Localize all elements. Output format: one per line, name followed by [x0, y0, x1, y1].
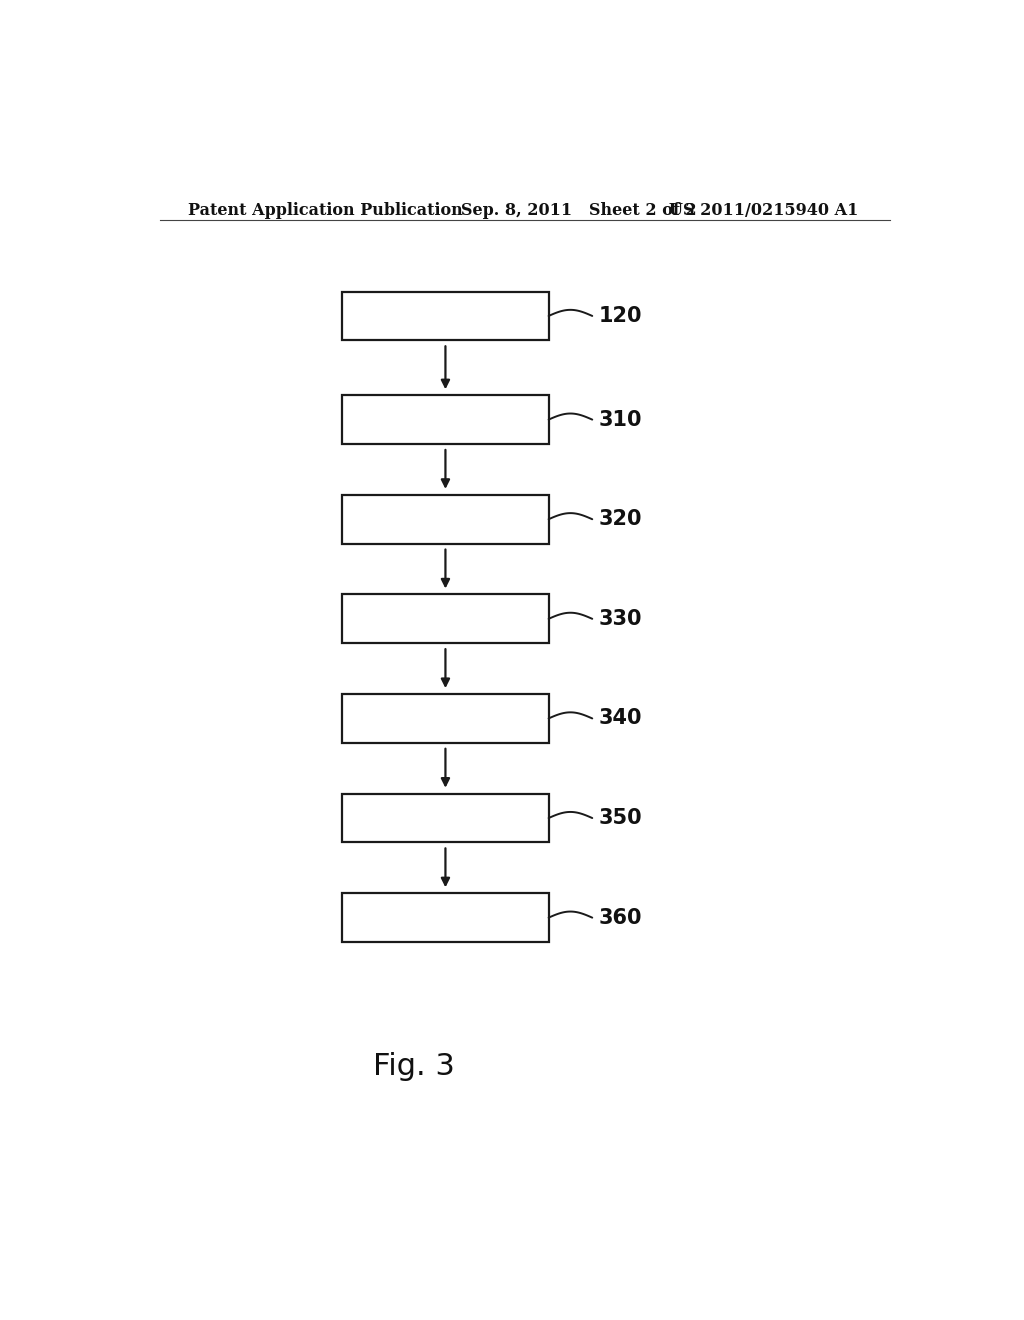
- Bar: [342, 894, 549, 942]
- Text: Patent Application Publication: Patent Application Publication: [187, 202, 462, 219]
- Bar: [342, 395, 549, 444]
- Text: 310: 310: [599, 409, 642, 429]
- Text: 120: 120: [599, 306, 642, 326]
- Text: Fig. 3: Fig. 3: [373, 1052, 455, 1081]
- Bar: [342, 694, 549, 743]
- Bar: [342, 495, 549, 544]
- Text: Sep. 8, 2011   Sheet 2 of 2: Sep. 8, 2011 Sheet 2 of 2: [461, 202, 697, 219]
- Text: 320: 320: [599, 510, 642, 529]
- Text: 340: 340: [599, 709, 642, 729]
- Text: 350: 350: [599, 808, 642, 828]
- Text: 360: 360: [599, 908, 642, 928]
- Text: 330: 330: [599, 609, 642, 628]
- Text: US 2011/0215940 A1: US 2011/0215940 A1: [669, 202, 858, 219]
- Bar: [342, 793, 549, 842]
- Bar: [342, 292, 549, 341]
- Bar: [342, 594, 549, 643]
